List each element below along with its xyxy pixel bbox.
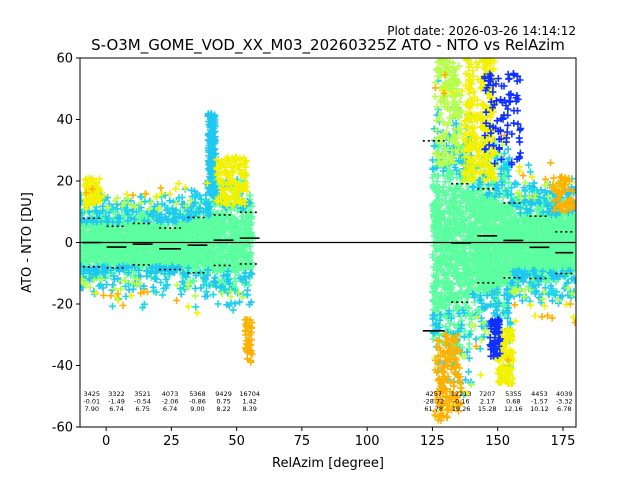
bin-std-8: 19.26: [452, 405, 471, 413]
bin-count-8: 12213: [451, 390, 472, 398]
bin-mean-12: -3.32: [556, 398, 573, 406]
bin-count-6: 16704: [239, 390, 260, 398]
bin-std-10: 12.16: [504, 405, 523, 413]
bin-std-11: 10.12: [530, 405, 549, 413]
x-tick-label-1: 25: [163, 434, 180, 449]
bin-std-7: 61.78: [424, 405, 443, 413]
bin-count-12: 4039: [556, 390, 573, 398]
y-tick-label-6: 60: [56, 52, 73, 67]
bin-std-4: 9.00: [190, 405, 204, 413]
x-tick-label-4: 100: [355, 434, 380, 449]
bin-count-9: 7207: [479, 390, 496, 398]
bin-mean-9: 2.17: [480, 398, 494, 406]
bin-std-9: 15.28: [478, 405, 497, 413]
y-tick-label-0: -60: [52, 421, 73, 436]
bin-std-0: 7.90: [85, 405, 99, 413]
plot-date: Plot date: 2026-03-26 14:14:12: [387, 24, 576, 38]
x-axis-label: RelAzim [degree]: [272, 456, 384, 471]
bin-std-5: 8.22: [216, 405, 230, 413]
x-tick-label-5: 125: [420, 434, 445, 449]
bin-std-1: 6.74: [109, 405, 123, 413]
y-tick-label-4: 20: [56, 175, 73, 190]
scatter-series-blue: [481, 70, 525, 360]
axes: 0 25 50 75 100 125 150 175 -60 -40 -20 0 20 40 60: [52, 52, 576, 450]
y-tick-label-2: -20: [52, 298, 73, 313]
bin-mean-7: -28.72: [423, 398, 444, 406]
y-axis-label: ATO - NTO [DU]: [20, 192, 35, 293]
bin-count-2: 3521: [134, 390, 151, 398]
scatter-series-lime: [80, 58, 576, 392]
x-tick-label-7: 175: [551, 434, 576, 449]
chart-title: S-O3M_GOME_VOD_XX_M03_20260325Z ATO - NT…: [91, 36, 565, 55]
bin-mean-4: -0.86: [189, 398, 206, 406]
scatter-series-orange: [82, 71, 576, 424]
x-tick-label-2: 50: [228, 434, 245, 449]
bin-std-6: 8.39: [242, 405, 256, 413]
bin-count-5: 9429: [215, 390, 232, 398]
bin-statistics: 3425-0.017.903322-1.496.743521-0.546.754…: [82, 140, 574, 413]
bin-std-3: 6.74: [163, 405, 177, 413]
y-tick-label-5: 40: [56, 113, 73, 128]
bin-mean-8: -0.16: [453, 398, 470, 406]
bin-count-7: 4257: [425, 390, 442, 398]
bin-count-4: 5368: [189, 390, 206, 398]
y-tick-label-3: 0: [65, 236, 73, 251]
bin-mean-5: 0.75: [216, 398, 230, 406]
bin-mean-0: -0.01: [83, 398, 100, 406]
bin-std-12: 6.78: [557, 405, 571, 413]
x-tick-label-3: 75: [294, 434, 311, 449]
bin-mean-10: 0.68: [506, 398, 520, 406]
x-tick-label-6: 150: [485, 434, 510, 449]
bin-count-11: 4453: [531, 390, 548, 398]
bin-mean-6: 1.42: [242, 398, 256, 406]
bin-count-3: 4073: [162, 390, 179, 398]
scatter-points: [80, 58, 576, 424]
bin-mean-11: -1.57: [531, 398, 548, 406]
bin-count-10: 5355: [505, 390, 522, 398]
bin-std-2: 6.75: [135, 405, 149, 413]
bin-count-1: 3322: [108, 390, 125, 398]
x-tick-label-0: 0: [102, 434, 110, 449]
bin-mean-1: -1.49: [108, 398, 125, 406]
bin-mean-3: -2.06: [162, 398, 179, 406]
bin-mean-2: -0.54: [134, 398, 151, 406]
y-tick-label-1: -40: [52, 359, 73, 374]
bin-count-0: 3425: [83, 390, 100, 398]
